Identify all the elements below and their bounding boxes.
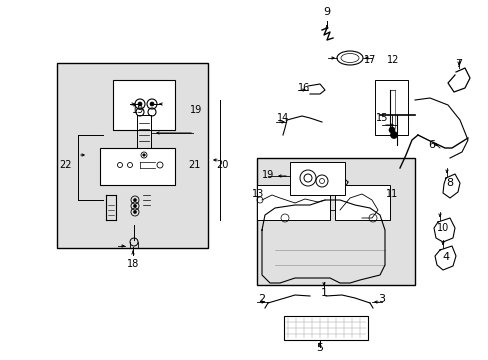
Bar (57, 63, 207, 248)
Text: 14: 14 (276, 113, 288, 123)
Text: 15: 15 (375, 113, 387, 123)
Text: 1: 1 (320, 288, 327, 298)
Circle shape (388, 127, 394, 133)
Text: 19: 19 (132, 105, 144, 115)
Text: 11: 11 (385, 189, 397, 199)
Text: 20: 20 (215, 160, 228, 170)
Bar (257, 185, 329, 220)
Text: 19: 19 (262, 170, 274, 180)
Bar (284, 316, 367, 340)
Text: 4: 4 (442, 252, 448, 262)
Circle shape (150, 102, 154, 106)
Text: 7: 7 (454, 59, 462, 69)
Circle shape (133, 211, 136, 213)
Circle shape (133, 204, 136, 207)
Text: 8: 8 (446, 178, 453, 188)
Bar (113, 80, 175, 130)
Text: 17: 17 (363, 55, 375, 65)
Text: 13: 13 (251, 189, 264, 199)
Text: 22: 22 (60, 160, 72, 170)
Text: 9: 9 (323, 7, 330, 17)
Circle shape (142, 154, 145, 156)
Circle shape (390, 131, 397, 139)
Text: 2: 2 (258, 294, 265, 304)
Text: 10: 10 (436, 223, 448, 233)
Bar (289, 162, 345, 195)
Circle shape (133, 198, 136, 202)
Text: 21: 21 (187, 160, 200, 170)
Text: 16: 16 (297, 83, 309, 93)
Bar (100, 148, 175, 185)
Text: 5: 5 (316, 343, 323, 353)
Text: 3: 3 (378, 294, 385, 304)
Text: 6: 6 (427, 140, 435, 150)
Text: 12: 12 (386, 55, 398, 65)
Bar (257, 158, 414, 285)
Bar (334, 185, 389, 220)
Bar (374, 80, 407, 135)
Circle shape (138, 102, 142, 106)
Text: 18: 18 (126, 259, 139, 269)
Text: 19: 19 (189, 105, 202, 115)
